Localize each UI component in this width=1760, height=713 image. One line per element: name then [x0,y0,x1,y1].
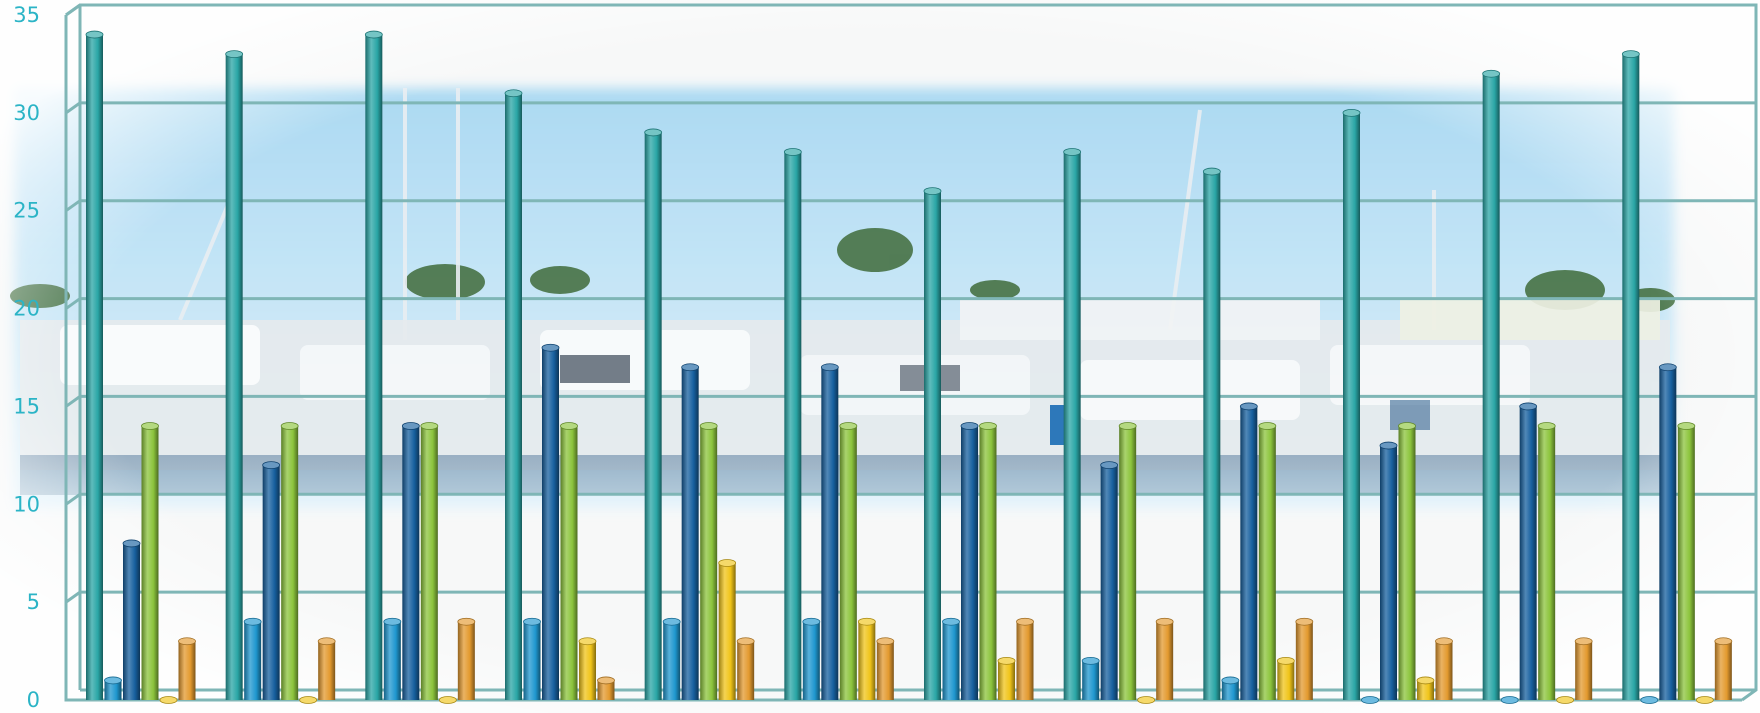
bar [1202,167,1221,701]
gridline [65,394,1756,408]
y-tick-label: 25 [13,199,40,223]
bar [104,676,122,700]
bar [979,422,997,700]
bar [299,696,318,704]
bar [178,637,196,700]
bar [457,617,476,700]
y-tick-label: 15 [13,394,40,418]
gridline [65,590,1756,604]
bar [597,676,615,700]
bar [1640,696,1659,704]
bar [225,50,244,700]
bar [141,422,159,700]
gridline [65,101,1756,115]
bar [1276,656,1295,700]
bar [1714,637,1733,700]
bar [1677,422,1696,700]
bar [560,422,578,700]
bar [997,656,1016,700]
bar [802,617,821,700]
bar [280,422,299,700]
bar [1537,422,1556,700]
bars [85,30,1733,704]
bar [1574,637,1593,700]
bar [262,461,281,700]
bar [1221,676,1240,700]
bar [1658,363,1677,700]
gridline [65,3,1756,17]
y-tick-label: 5 [27,590,40,614]
bar [942,617,960,700]
bar [699,422,718,700]
bar [1155,617,1174,700]
y-tick-label: 20 [13,297,40,321]
bar [1482,69,1501,700]
bar [783,148,802,700]
bar [383,617,402,700]
bar [1081,656,1100,700]
bar [1695,696,1714,704]
gridline [65,297,1756,310]
bar [401,422,420,700]
bar [923,187,942,700]
bar [85,30,104,701]
bar [1258,422,1277,700]
gridline [65,492,1756,506]
bar [364,30,383,701]
bar [504,89,523,701]
bar [1398,422,1416,700]
bar [438,696,457,704]
bar [820,363,839,700]
bar [662,617,681,700]
bar [159,696,178,704]
bar [681,363,700,700]
gridline [65,199,1756,212]
y-axis: 0 5 10 15 20 25 30 35 [13,3,40,712]
bar [1416,676,1435,700]
bar [420,422,439,700]
bar [960,422,979,700]
bar [876,637,895,700]
bar [1435,637,1453,700]
bar [1295,617,1314,700]
bar [644,128,663,700]
bar [1342,108,1361,701]
bar [1519,402,1538,700]
bar [1016,617,1034,700]
bar [1621,50,1640,700]
y-tick-label: 30 [13,101,40,125]
bar [736,637,755,700]
bar [1137,696,1156,704]
bar [857,617,876,700]
bar [1100,461,1119,700]
gridlines [65,3,1756,604]
bar [1556,696,1575,704]
bar [243,617,262,700]
bar [839,422,858,700]
bar [1361,696,1379,704]
bar [1118,422,1137,700]
bar [718,559,737,700]
bar [317,637,336,700]
y-tick-label: 35 [13,3,40,27]
bar [1500,696,1519,704]
y-tick-label: 10 [13,492,40,516]
bar [578,637,597,700]
bar [541,343,560,700]
y-tick-label: 0 [27,688,40,712]
bar [1063,148,1082,700]
bar [1239,402,1258,700]
bar [1379,441,1398,700]
bar [122,539,141,700]
bar [523,617,541,700]
